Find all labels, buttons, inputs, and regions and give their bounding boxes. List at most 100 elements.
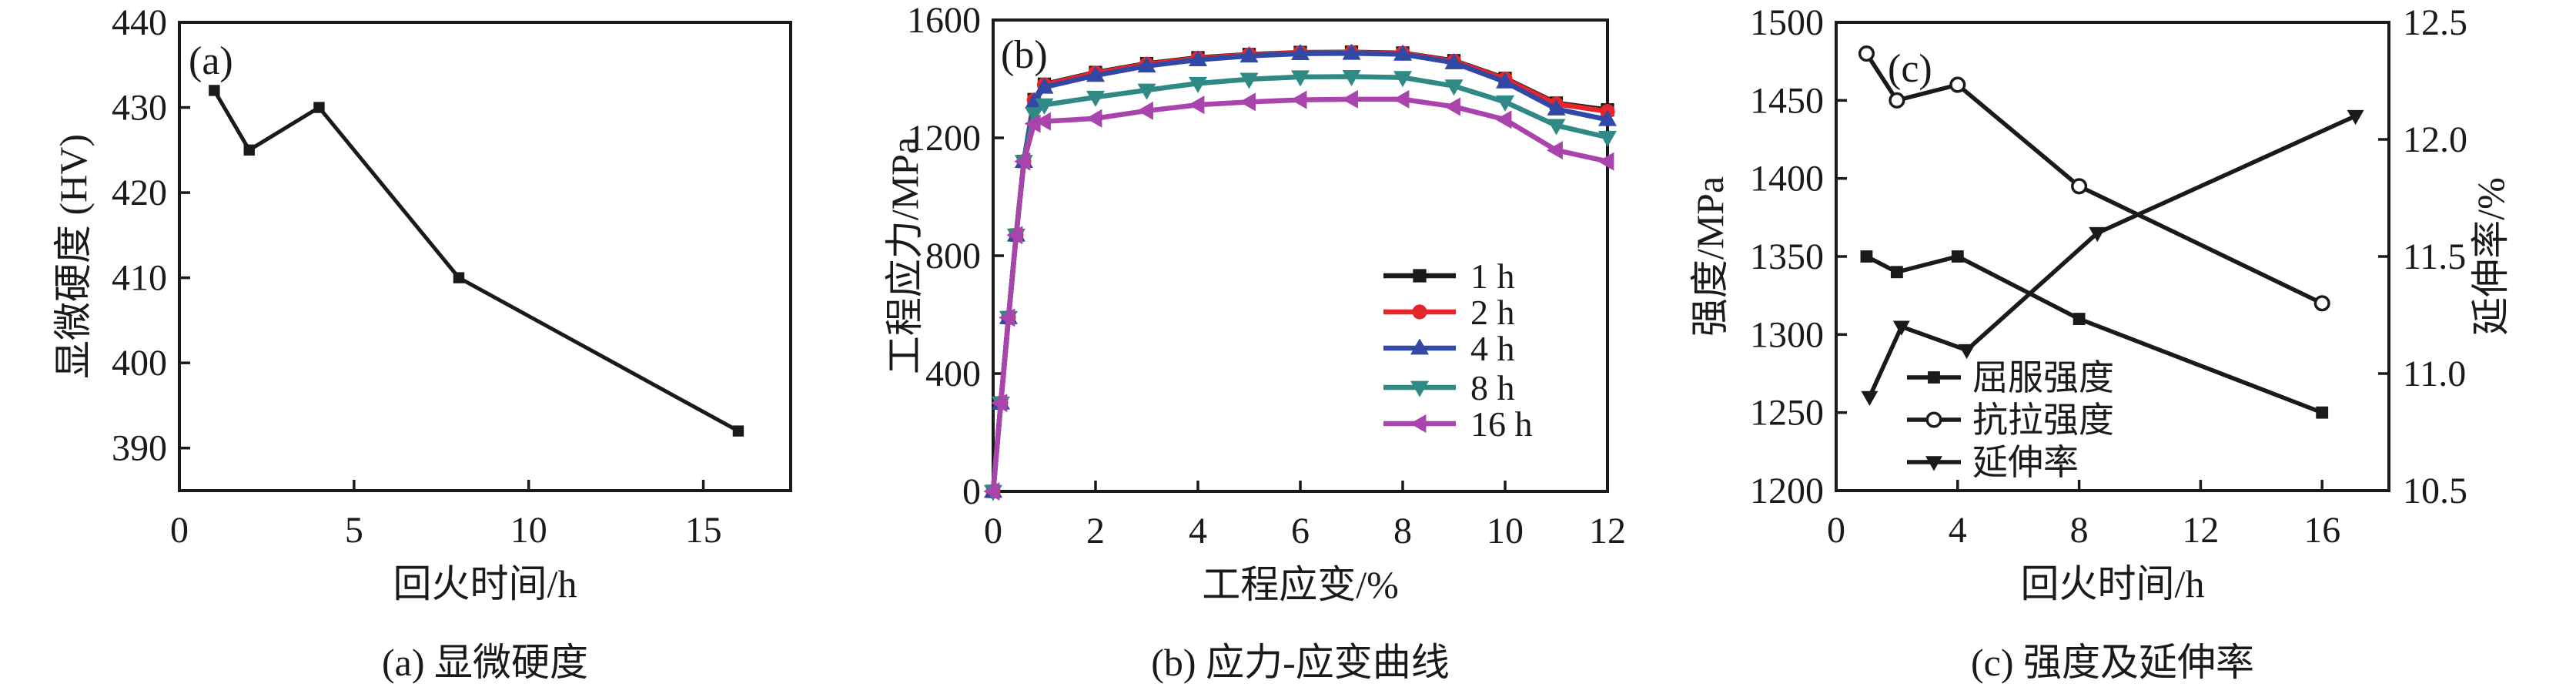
series-marker-4 h [1342,43,1361,60]
y-tick-label: 400 [112,343,167,384]
series-marker-抗拉强度 [1858,45,1875,62]
series-marker-屈服强度 [1860,250,1873,263]
legend-marker [1410,414,1427,433]
series-marker-4 h [1086,65,1105,82]
series-marker-16 h [1024,114,1041,133]
series-marker-16 h [1393,89,1410,109]
y-tick-label: 390 [112,428,167,469]
x-axis-label: 工程应变/% [1202,563,1399,606]
series-marker-显微硬度 [209,85,220,96]
y2-tick-label: 11.0 [2403,354,2466,394]
y2-tick-label: 12.5 [2403,2,2467,43]
panel-letter: (a) [189,39,233,83]
legend-label: 8 h [1470,368,1515,407]
series-marker-4 h [1598,109,1617,126]
y-tick-label: 430 [112,88,167,129]
series-line-抗拉强度 [1864,51,2324,306]
legend-label: 2 h [1470,293,1515,332]
series-marker-16 h [1239,92,1256,112]
y-axis-label: 强度/MPa [1688,176,1731,337]
legend-marker [1413,269,1427,283]
series-marker-8 h [1086,90,1105,107]
y-tick-label: 1300 [1750,314,1824,355]
y-tick-label: 0 [962,471,981,512]
series-marker-4 h [1547,99,1566,116]
series-marker-延伸率 [1958,344,1975,360]
series-marker-8 h [1393,71,1412,88]
series-marker-8 h [1444,79,1464,96]
series-marker-16 h [1006,226,1023,245]
caption-chart-b: (b) 应力-应变曲线 [1151,641,1450,684]
y-tick-label: 1400 [1750,159,1824,199]
series-marker-4 h [1291,44,1310,61]
legend-label: 屈服强度 [1972,358,2114,397]
x-tick-label: 0 [984,511,1002,551]
panel-letter: (b) [1001,33,1048,77]
y2-axis-label: 延伸率/% [2469,177,2512,336]
x-tick-label: 5 [345,510,363,551]
x-tick-label: 2 [1086,511,1105,551]
series-marker-16 h [1188,96,1205,115]
legend-marker [1925,456,1942,471]
series-marker-屈服强度 [2073,313,2086,325]
series-marker-8 h [1189,76,1207,93]
caption-chart-c: (c) 强度及延伸率 [1971,641,2254,684]
series-marker-4 h [1496,72,1514,89]
series-marker-8 h [1496,95,1514,112]
x-tick-label: 6 [1291,511,1310,551]
series-marker-4 h [1239,46,1259,63]
legend-marker [1410,338,1429,355]
series-marker-16 h [1546,141,1563,160]
chart-a-microhardness: 0 5 10 15 390 400 410 420 430 440 回火时间/h 显微硬度 (HV) (… [52,2,792,605]
series-marker-8 h [1035,98,1054,115]
series-marker-屈服强度 [2316,406,2329,419]
y-tick-label: 1200 [907,118,981,159]
series-marker-屈服强度 [1890,266,1903,279]
y-tick-label: 1350 [1750,236,1824,277]
series-marker-16 h [1290,90,1307,109]
series-marker-4 h [1035,77,1054,94]
series-marker-8 h [1547,119,1566,136]
x-axis-label: 回火时间/h [393,562,577,605]
series-marker-16 h [1034,112,1051,131]
chart-c-strength-elongation: 0 4 8 12 16 1200 1250 1300 1350 1400 1450 1500 10.5 1… [1688,2,2512,605]
x-tick-label: 4 [1189,511,1207,551]
y2-tick-label: 11.5 [2403,236,2466,277]
y-tick-label: 1450 [1750,80,1824,121]
x-tick-label: 10 [510,510,547,551]
series-marker-延伸率 [1892,320,1910,336]
series-marker-16 h [1341,89,1358,109]
series-marker-8 h [1291,70,1310,87]
plot-frame [178,21,792,492]
series-marker-16 h [1444,97,1460,116]
x-tick-label: 0 [170,510,189,551]
legend-label: 抗拉强度 [1972,400,2114,440]
series-marker-4 h [1393,44,1412,61]
y-tick-label: 1250 [1750,393,1824,434]
series-marker-屈服强度 [1951,250,1964,263]
y-tick-label: 410 [112,258,167,299]
series-marker-显微硬度 [243,144,255,156]
y-tick-label: 1200 [1750,471,1824,511]
series-marker-8 h [1598,130,1617,147]
series-marker-8 h [1239,72,1259,89]
x-tick-label: 4 [1949,510,1967,551]
x-tick-label: 8 [1393,511,1412,551]
legend-marker [1412,304,1427,320]
series-marker-16 h [1597,152,1614,171]
legend-label: 16 h [1470,404,1533,444]
y-axis-label: 显微硬度 (HV) [52,134,95,379]
legend-label: 4 h [1470,329,1515,368]
series-line-延伸率 [1867,113,2358,400]
series-marker-延伸率 [2089,226,2106,243]
y2-tick-label: 12.0 [2403,119,2467,160]
legend-marker [1925,411,1942,428]
series-marker-4 h [1189,50,1207,67]
x-tick-label: 16 [2303,510,2340,551]
y-tick-label: 440 [112,2,167,43]
y-axis-label: 工程应力/MPa [883,137,926,374]
x-tick-label: 8 [2070,510,2089,551]
series-marker-8 h [1025,107,1044,124]
series-line-显微硬度 [212,88,741,434]
